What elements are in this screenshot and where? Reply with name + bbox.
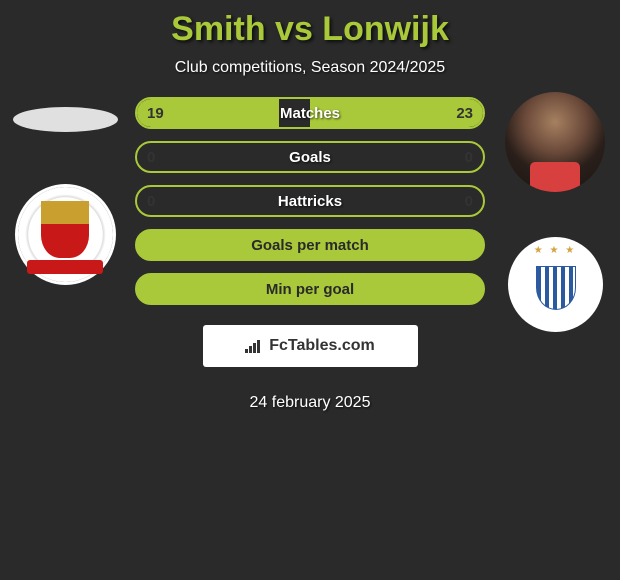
right-player-column [500, 97, 610, 332]
stat-value-right: 23 [456, 105, 473, 122]
player-photo-right [505, 92, 605, 192]
stat-label: Min per goal [266, 281, 354, 298]
stats-column: 19 Matches 23 0 Goals 0 0 Hattricks 0 Go… [120, 97, 500, 412]
stat-label: Hattricks [278, 193, 342, 210]
bar-chart-icon [245, 339, 263, 353]
stat-label: Goals [289, 149, 331, 166]
comparison-layout: 19 Matches 23 0 Goals 0 0 Hattricks 0 Go… [0, 97, 620, 412]
player-photo-left [13, 107, 118, 132]
stat-label: Matches [280, 105, 340, 122]
stat-value-left: 19 [147, 105, 164, 122]
comparison-card: Smith vs Lonwijk Club competitions, Seas… [0, 0, 620, 412]
subtitle: Club competitions, Season 2024/2025 [0, 59, 620, 77]
stat-value-left: 0 [147, 149, 155, 166]
stat-row-goals: 0 Goals 0 [135, 141, 485, 173]
stat-value-right: 0 [465, 193, 473, 210]
page-title: Smith vs Lonwijk [0, 10, 620, 49]
date-text: 24 february 2025 [135, 394, 485, 412]
stat-value-left: 0 [147, 193, 155, 210]
brand-text: FcTables.com [269, 337, 375, 355]
stat-value-right: 0 [465, 149, 473, 166]
brand-watermark: FcTables.com [203, 325, 418, 367]
stat-row-goals-per-match: Goals per match [135, 229, 485, 261]
stat-label: Goals per match [251, 237, 369, 254]
stat-row-hattricks: 0 Hattricks 0 [135, 185, 485, 217]
club-badge-left [18, 187, 113, 282]
stat-row-matches: 19 Matches 23 [135, 97, 485, 129]
club-badge-right [508, 237, 603, 332]
left-player-column [10, 97, 120, 282]
stat-row-min-per-goal: Min per goal [135, 273, 485, 305]
